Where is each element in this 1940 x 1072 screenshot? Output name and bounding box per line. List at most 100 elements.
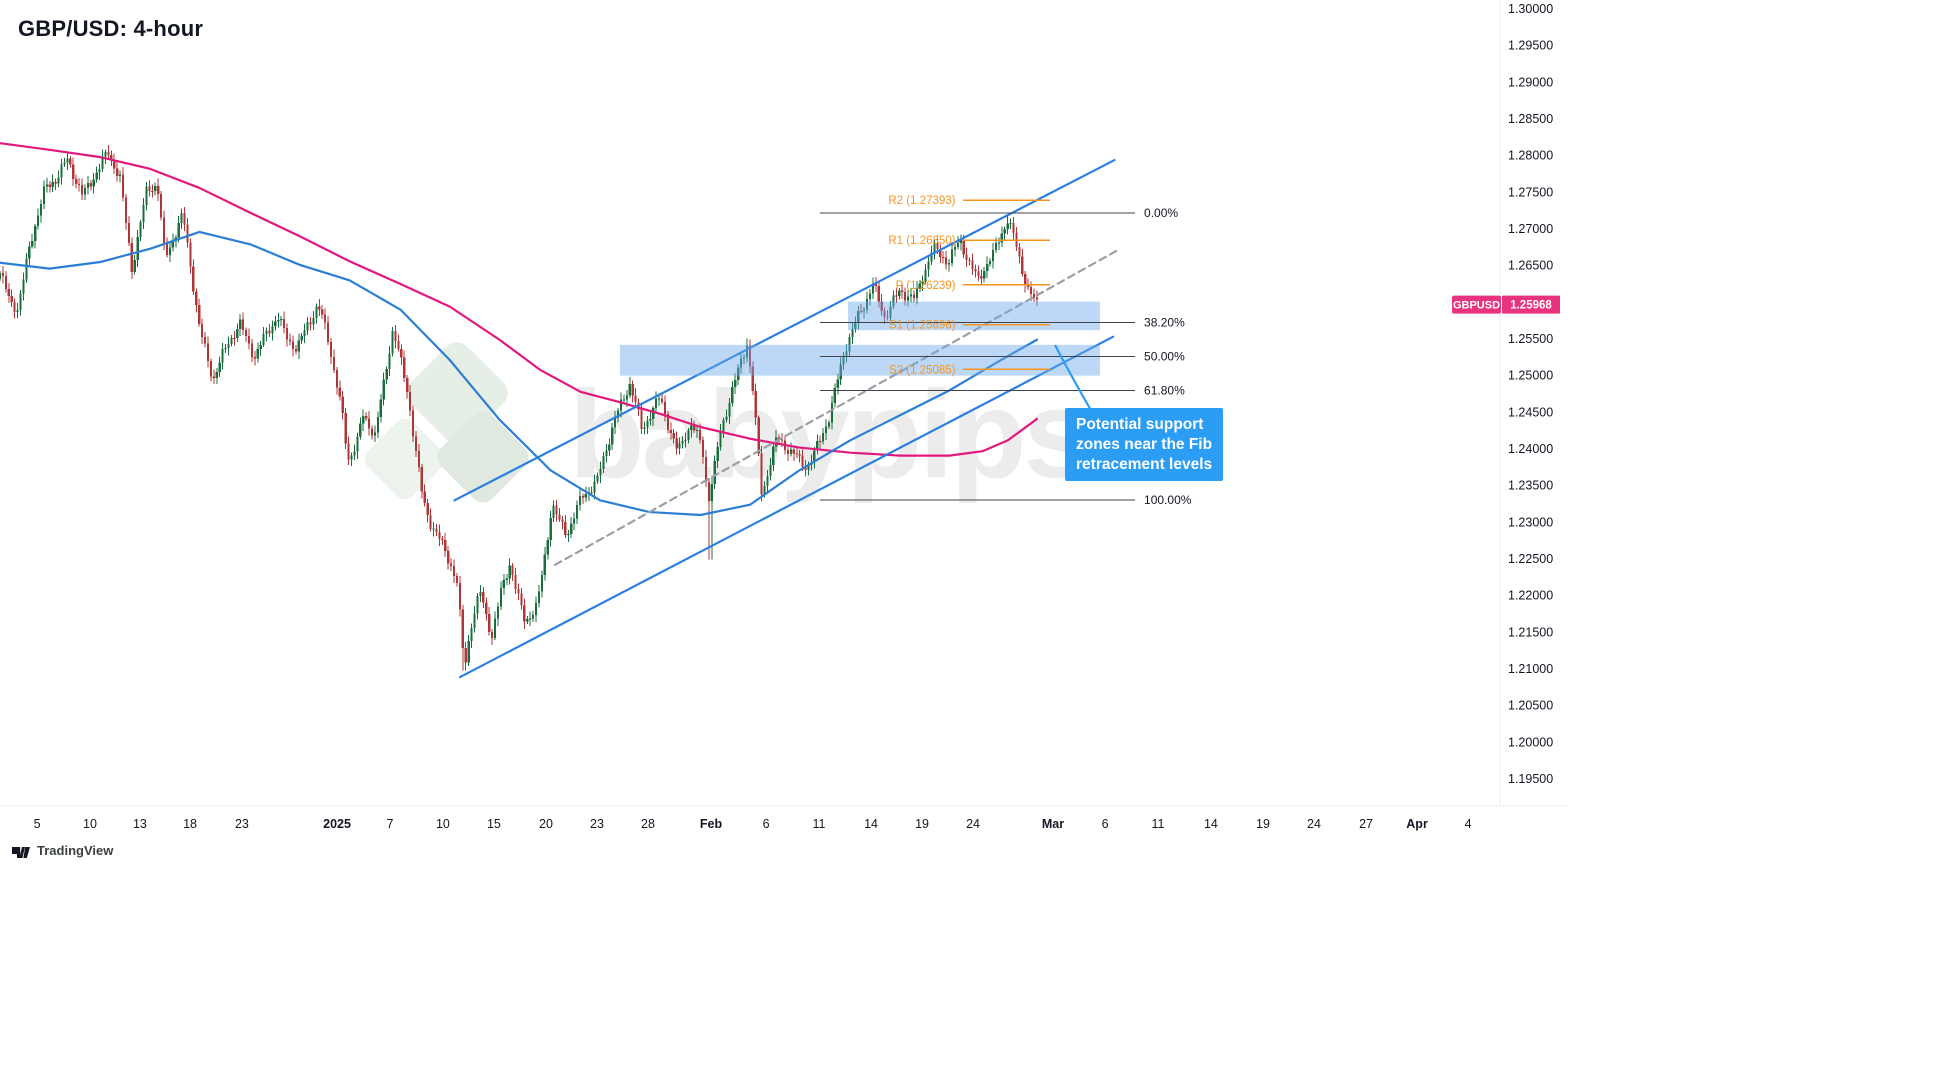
time-axis-label: 4 — [1465, 817, 1472, 831]
candle-body — [616, 410, 620, 418]
candle-body — [488, 613, 491, 632]
moving-average-blue[interactable] — [0, 230, 1039, 517]
candle-body — [101, 156, 104, 169]
candle-body — [687, 430, 690, 440]
candle-body — [209, 360, 213, 377]
candle-body — [485, 602, 488, 614]
channel-midline-dashed[interactable] — [553, 249, 1119, 566]
candle-body — [628, 383, 631, 396]
candle-body — [883, 310, 886, 317]
annotation-pointer-line — [1054, 344, 1093, 413]
candle-body — [124, 197, 128, 223]
candle-body — [1006, 223, 1009, 229]
candle-body — [157, 186, 160, 195]
candle-body — [259, 344, 262, 349]
candle-body — [113, 159, 116, 169]
candle-body — [482, 592, 485, 603]
support-zone[interactable] — [619, 344, 1100, 376]
candle-body — [297, 340, 300, 352]
candle-body — [353, 451, 356, 456]
candle-body — [889, 306, 892, 318]
candle-body — [663, 402, 667, 415]
candle-body — [10, 296, 13, 303]
candle-body — [51, 181, 54, 187]
candle-body — [728, 402, 731, 417]
candle-body — [590, 492, 593, 494]
last-price-tag: GBPUSD 1.25968 — [1452, 295, 1560, 314]
time-axis-label: 7 — [387, 817, 394, 831]
price-axis-label: 1.23500 — [1508, 479, 1553, 493]
candle-body — [162, 217, 166, 243]
annotation-callout[interactable]: Potential support zones near the Fib ret… — [1065, 408, 1224, 482]
candle-body — [798, 454, 801, 456]
candle-body — [7, 288, 10, 297]
candle-body — [701, 440, 705, 458]
candle-body — [690, 425, 693, 431]
price-axis[interactable]: 1.30000 1.29500 1.29000 1.28500 1.28000 1.275… — [1508, 2, 1553, 786]
candle-body — [280, 318, 283, 320]
support-zone[interactable] — [847, 301, 1100, 331]
candle-body — [341, 396, 344, 414]
candle-body — [573, 518, 576, 524]
time-axis-label: Mar — [1042, 817, 1064, 831]
candle-body — [365, 416, 368, 419]
candle-body — [265, 330, 268, 335]
price-axis-label: 1.24000 — [1508, 442, 1553, 456]
candle-body — [177, 223, 180, 238]
candle-body — [704, 457, 708, 482]
candle-body — [517, 588, 520, 594]
price-axis-label: 1.21000 — [1508, 662, 1553, 676]
channel-upper-trendline[interactable] — [453, 158, 1116, 502]
candle-body — [909, 294, 913, 297]
candle-body — [110, 155, 113, 160]
candle-body — [745, 345, 749, 358]
candle-body — [769, 464, 772, 476]
time-axis-label: 5 — [34, 817, 41, 831]
candle-body — [649, 419, 652, 421]
candle-body — [739, 358, 743, 368]
time-axis-label: 18 — [183, 817, 197, 831]
time-axis[interactable]: 5 10 13 18 23 2025 7 10 15 20 23 28 Feb 6 11 14 19 24 Mar 6… — [34, 817, 1472, 831]
candle-body — [283, 318, 286, 329]
candle-body — [247, 335, 251, 344]
candle-body — [719, 430, 722, 447]
candle-body — [857, 310, 860, 323]
candle-body — [432, 528, 435, 530]
candle-body — [980, 275, 983, 279]
tradingview-label: TradingView — [37, 843, 114, 858]
moving-average-pink[interactable] — [0, 142, 1039, 457]
tradingview-attribution[interactable]: TradingView — [12, 843, 113, 858]
fib-level-label: 50.00% — [1144, 349, 1185, 363]
candle-body — [429, 515, 432, 530]
candle-body — [329, 341, 333, 357]
candle-body — [863, 309, 866, 312]
candle-body — [833, 387, 836, 404]
candle-body — [86, 183, 89, 188]
candle-body — [151, 190, 154, 192]
candle-body — [514, 575, 517, 589]
candle-body — [1027, 285, 1030, 287]
candle-body — [42, 186, 46, 205]
candle-body — [499, 588, 502, 607]
candle-body — [104, 152, 107, 157]
candle-body — [335, 370, 338, 388]
candle-body — [915, 288, 918, 298]
candle-body — [426, 503, 429, 516]
candle-body — [382, 379, 385, 400]
candle-body — [816, 441, 819, 451]
candle-body — [751, 366, 754, 391]
price-axis-label: 1.22500 — [1508, 552, 1553, 566]
candle-body — [326, 322, 330, 342]
candle-body — [1012, 223, 1015, 234]
candle-body — [168, 247, 171, 255]
candle-body — [180, 212, 183, 224]
candle-body — [142, 205, 145, 223]
candle-body — [464, 648, 467, 663]
pivot-level-label: R2 (1.27393) — [888, 195, 955, 207]
price-axis-label: 1.20500 — [1508, 699, 1553, 713]
candle-body — [854, 322, 857, 330]
candle-body — [918, 283, 921, 289]
channel-lower-trendline[interactable] — [458, 335, 1115, 679]
candle-body — [666, 414, 669, 430]
